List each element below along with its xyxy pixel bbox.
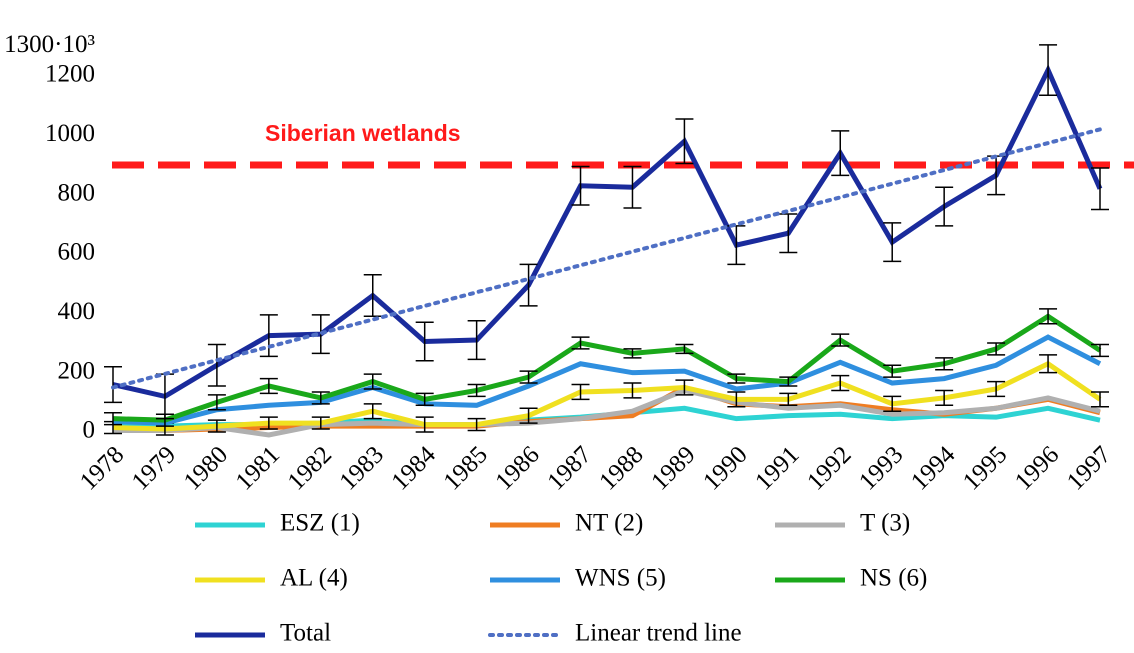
- x-tick-label: 1992: [802, 441, 856, 495]
- x-tick-label: 1984: [387, 441, 442, 496]
- error-bar: [779, 213, 798, 254]
- series-line: [111, 127, 1102, 390]
- error-bar: [883, 395, 902, 412]
- error-bar: [311, 416, 330, 430]
- error-bar: [831, 333, 850, 347]
- series-line: [112, 334, 1102, 426]
- x-tick-label: 1987: [542, 441, 596, 495]
- error-bar: [883, 222, 902, 263]
- x-tick-label: 1991: [750, 441, 804, 495]
- error-bar: [415, 392, 434, 407]
- x-tick-label: 1985: [438, 441, 492, 495]
- x-tick-label: 1989: [646, 441, 700, 495]
- error-bar: [519, 407, 538, 424]
- x-tick-label: 1982: [283, 441, 337, 495]
- y-tick-label: 200: [58, 357, 96, 384]
- series-line: [112, 64, 1103, 400]
- error-bar: [987, 342, 1006, 356]
- reference-label: Siberian wetlands: [265, 120, 461, 146]
- legend-label: NT (2): [575, 510, 643, 537]
- legend-label: ESZ (1): [280, 510, 360, 537]
- error-bar: [623, 165, 642, 209]
- error-bar: [1091, 343, 1109, 358]
- error-bar: [207, 419, 226, 433]
- x-tick-label: 1978: [75, 441, 129, 495]
- error-bar: [623, 348, 642, 359]
- error-bar: [415, 321, 434, 362]
- x-tick-label: 1983: [335, 441, 389, 495]
- x-tick-label: 1993: [854, 441, 908, 495]
- series-line: [113, 387, 1101, 438]
- legend-label: T (3): [860, 510, 910, 537]
- error-bar: [987, 380, 1006, 398]
- error-bar: [779, 392, 798, 407]
- error-bar: [935, 186, 954, 227]
- error-bar: [1039, 308, 1058, 325]
- series-line: [112, 360, 1102, 432]
- y-tick-label: 1000: [45, 120, 95, 147]
- x-tick-label: 1980: [179, 441, 233, 495]
- x-tick-label: 1981: [231, 441, 285, 495]
- legend-label: Total: [280, 620, 331, 647]
- error-bar: [467, 417, 486, 432]
- error-bar: [727, 391, 746, 408]
- error-bar: [363, 403, 382, 420]
- legend-label: AL (4): [280, 565, 348, 592]
- error-bar: [883, 364, 902, 378]
- error-bar: [104, 411, 122, 426]
- error-bar: [623, 382, 642, 399]
- y-tick-label: 1200: [45, 61, 95, 88]
- legend-label: Linear trend line: [575, 620, 742, 647]
- error-bar: [467, 320, 486, 361]
- error-bar: [727, 373, 746, 384]
- y-tick-label: 1300·10³: [4, 31, 95, 58]
- error-bar: [259, 377, 278, 395]
- error-bar: [259, 314, 278, 358]
- error-bar: [519, 370, 538, 384]
- x-tick-label: 1996: [1010, 441, 1064, 495]
- error-bar: [207, 343, 226, 387]
- error-bar: [519, 263, 538, 307]
- error-bar: [571, 336, 590, 350]
- error-bar: [831, 130, 850, 177]
- y-tick-label: 400: [58, 298, 96, 325]
- series-line: [112, 313, 1102, 423]
- error-bar: [311, 391, 330, 405]
- y-tick-label: 800: [58, 179, 96, 206]
- error-bar: [675, 379, 694, 396]
- legend-label: WNS (5): [575, 565, 666, 592]
- error-bar: [831, 374, 850, 392]
- error-bar: [207, 394, 226, 411]
- x-tick-label: 1979: [127, 441, 181, 495]
- error-bar: [1039, 44, 1058, 97]
- error-bar: [1091, 391, 1109, 408]
- legend-label: NS (6): [860, 565, 927, 592]
- x-tick-label: 1990: [698, 441, 752, 495]
- error-bar: [571, 383, 590, 401]
- error-bar: [779, 376, 798, 387]
- error-bar: [571, 165, 590, 206]
- error-bar: [104, 365, 122, 404]
- x-tick-label: 1986: [490, 441, 544, 495]
- error-bar: [363, 373, 382, 390]
- y-tick-label: 0: [83, 417, 96, 444]
- error-bar: [1039, 354, 1058, 374]
- error-bar: [467, 383, 486, 398]
- error-bar: [259, 416, 278, 430]
- error-bar: [935, 357, 954, 371]
- x-tick-label: 1995: [958, 441, 1012, 495]
- x-tick-label: 1994: [906, 441, 961, 496]
- error-bar: [415, 416, 434, 433]
- x-tick-label: 1997: [1062, 441, 1116, 495]
- error-bar: [935, 389, 954, 407]
- y-tick-label: 600: [58, 239, 96, 266]
- x-tick-label: 1988: [594, 441, 648, 495]
- error-bar: [1091, 167, 1109, 211]
- error-bar: [675, 343, 694, 355]
- error-bar: [675, 118, 694, 165]
- error-bar: [363, 274, 382, 318]
